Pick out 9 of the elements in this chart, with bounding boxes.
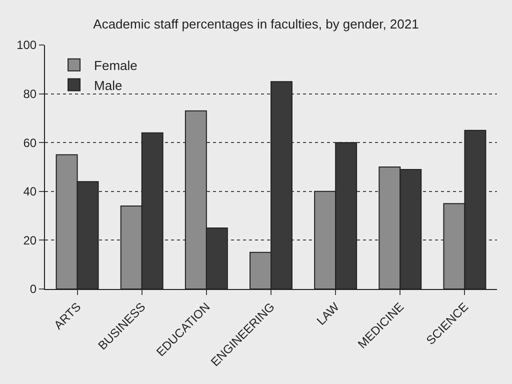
y-tick-label: 0 xyxy=(30,282,37,296)
y-tick-label: 40 xyxy=(23,184,37,199)
y-tick-label: 80 xyxy=(23,87,37,101)
legend-label: Male xyxy=(94,78,122,93)
chart-title: Academic staff percentages in faculties, by gender, 2021 xyxy=(93,16,419,32)
y-tick-label: 20 xyxy=(23,233,37,248)
y-tick-label: 100 xyxy=(16,38,37,52)
legend-label: Female xyxy=(94,58,138,73)
y-tick-label: 60 xyxy=(23,136,37,150)
